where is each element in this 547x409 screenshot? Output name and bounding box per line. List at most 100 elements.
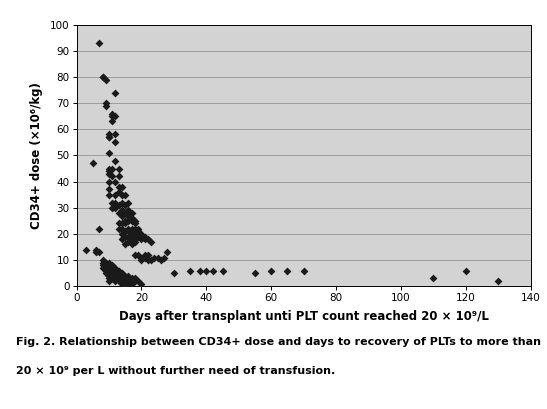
Point <box>104 270 113 276</box>
Point <box>137 231 146 237</box>
Point <box>108 270 117 276</box>
Point <box>283 267 292 274</box>
Point <box>118 236 126 243</box>
Point <box>104 171 113 177</box>
Point <box>118 207 126 213</box>
Point <box>114 189 123 196</box>
Point <box>127 231 136 237</box>
Point <box>134 278 143 284</box>
Point <box>111 89 120 96</box>
Point <box>124 199 133 206</box>
Point <box>118 231 126 237</box>
Point <box>121 220 130 227</box>
Point <box>121 272 130 279</box>
Point <box>124 272 133 279</box>
Point <box>104 150 113 156</box>
Point <box>121 275 130 282</box>
Point <box>114 165 123 172</box>
Point <box>143 236 152 243</box>
Point <box>118 220 126 227</box>
Point <box>124 275 133 282</box>
Point <box>98 74 107 80</box>
Point <box>104 131 113 138</box>
Point <box>101 100 110 106</box>
Point <box>104 259 113 266</box>
Point <box>108 262 117 269</box>
Point <box>111 270 120 276</box>
Point <box>114 202 123 209</box>
Point <box>170 270 178 276</box>
Point <box>104 134 113 140</box>
Point <box>127 210 136 216</box>
Point <box>131 233 139 240</box>
Point <box>111 275 120 282</box>
Point <box>118 272 126 279</box>
Point <box>121 218 130 224</box>
Point <box>104 265 113 271</box>
Point <box>111 178 120 185</box>
Point <box>114 272 123 279</box>
Point <box>114 270 123 276</box>
Point <box>108 173 117 180</box>
Point <box>134 233 143 240</box>
Point <box>156 257 165 263</box>
Point <box>114 220 123 227</box>
Point <box>131 238 139 245</box>
Point <box>104 267 113 274</box>
Point <box>124 207 133 213</box>
Point <box>127 215 136 222</box>
Point <box>127 281 136 287</box>
Point <box>137 254 146 261</box>
Point <box>131 236 139 243</box>
Point <box>114 267 123 274</box>
Point <box>108 267 117 274</box>
Point <box>131 220 139 227</box>
Point <box>131 252 139 258</box>
Point <box>124 238 133 245</box>
Point <box>98 257 107 263</box>
Point <box>131 218 139 224</box>
Point <box>104 278 113 284</box>
Point <box>111 267 120 274</box>
Point <box>114 272 123 279</box>
Point <box>111 265 120 271</box>
Point <box>101 262 110 269</box>
Point <box>114 275 123 282</box>
Point <box>134 252 143 258</box>
Point <box>95 40 104 46</box>
Point <box>195 267 204 274</box>
Point <box>140 254 149 261</box>
Point <box>98 259 107 266</box>
Point <box>121 202 130 209</box>
Point <box>131 225 139 232</box>
Point <box>114 184 123 190</box>
Point <box>118 281 126 287</box>
Point <box>124 228 133 235</box>
Point <box>186 267 195 274</box>
Point <box>114 210 123 216</box>
Point <box>127 225 136 232</box>
Point <box>137 233 146 240</box>
Point <box>104 272 113 279</box>
Point <box>121 241 130 248</box>
Point <box>150 254 159 261</box>
Point <box>92 246 101 253</box>
Point <box>143 252 152 258</box>
Point <box>124 218 133 224</box>
Point <box>118 184 126 190</box>
Point <box>111 204 120 211</box>
X-axis label: Days after transplant unti PLT count reached 20 × 10⁹/L: Days after transplant unti PLT count rea… <box>119 310 488 323</box>
Point <box>95 249 104 256</box>
Point <box>108 165 117 172</box>
Point <box>134 228 143 235</box>
Point <box>299 267 308 274</box>
Point <box>108 275 117 282</box>
Point <box>101 76 110 83</box>
Point <box>127 275 136 282</box>
Point <box>104 262 113 269</box>
Point <box>429 275 438 282</box>
Point <box>111 272 120 279</box>
Point <box>140 252 149 258</box>
Point <box>89 160 97 166</box>
Point <box>108 265 117 271</box>
